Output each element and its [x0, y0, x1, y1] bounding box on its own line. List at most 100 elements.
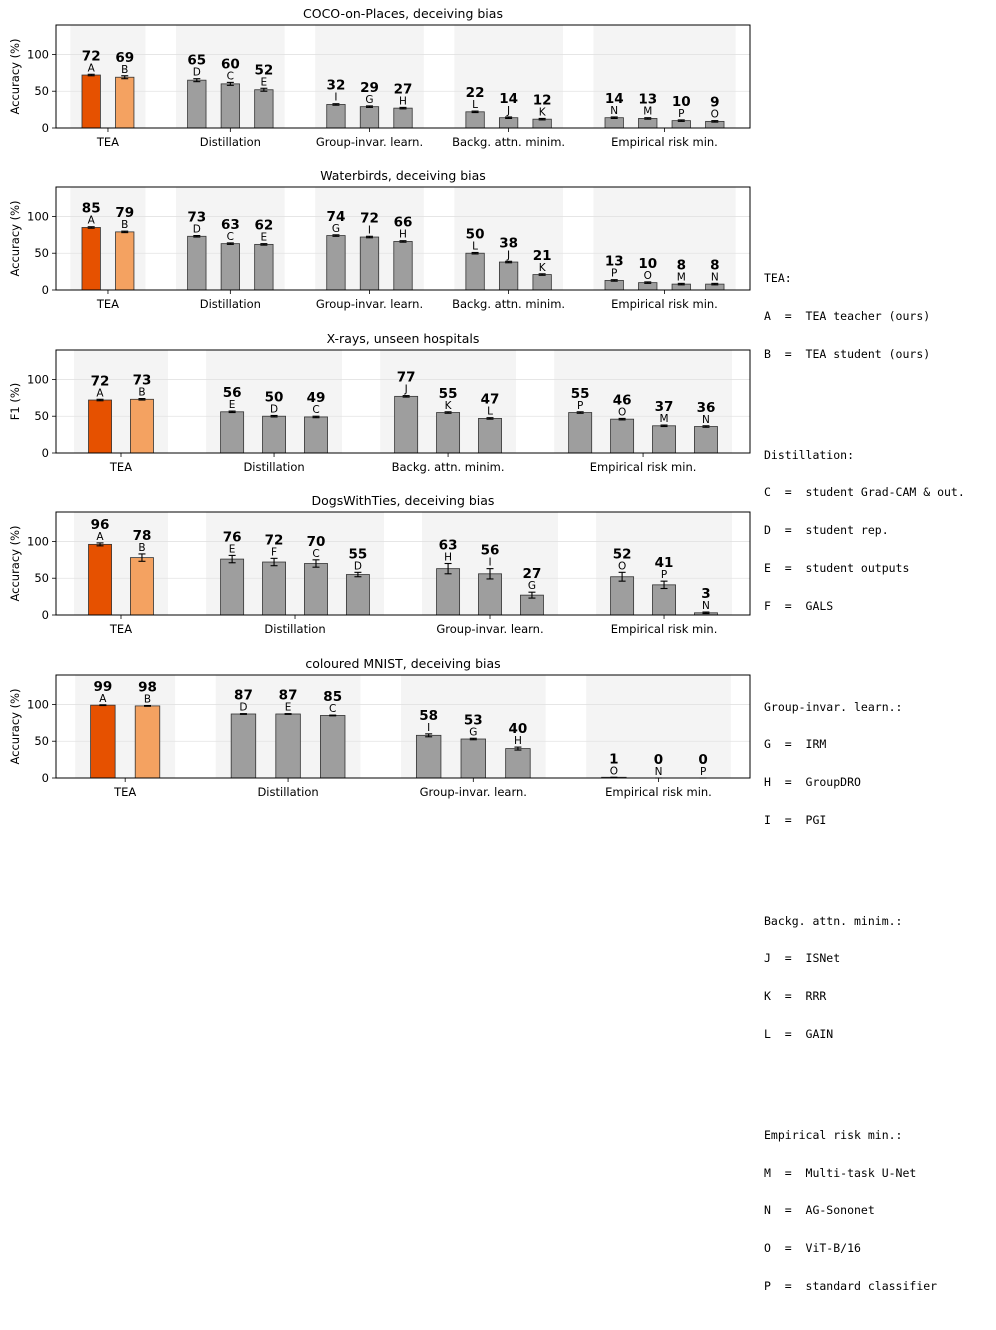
legend-item: N = AG-Sononet: [764, 1204, 965, 1217]
bar: [88, 400, 111, 453]
bar-value-label: 8: [677, 257, 686, 273]
legend-group-distillation: Distillation: C = student Grad-CAM & out…: [764, 424, 965, 638]
bar-value-label: 10: [638, 256, 657, 272]
y-axis-label: F1 (%): [8, 383, 22, 421]
legend-title: TEA:: [764, 272, 965, 285]
y-tick-label: 50: [34, 409, 49, 423]
x-tick-label: Distillation: [257, 785, 318, 799]
y-tick-label: 0: [42, 446, 49, 460]
bar: [611, 577, 634, 615]
bar-value-label: 14: [605, 91, 624, 107]
bar: [653, 585, 676, 615]
bar: [221, 84, 239, 128]
bar: [461, 739, 486, 778]
bar-value-label: 73: [187, 210, 206, 226]
legend-item: I = PGI: [764, 814, 965, 827]
bar-value-label: 3: [701, 586, 710, 602]
y-axis-label: Accuracy (%): [8, 200, 22, 276]
bar-value-label: 56: [481, 543, 500, 559]
legend-title: Backg. attn. minim.:: [764, 915, 965, 928]
legend-title: Empirical risk min.:: [764, 1129, 965, 1142]
bar: [605, 118, 623, 128]
bar: [135, 706, 160, 778]
bar: [569, 413, 592, 453]
bar-value-label: 66: [394, 215, 413, 231]
bar: [263, 562, 286, 615]
bar-value-label: 50: [466, 226, 485, 242]
bar-value-label: 22: [466, 85, 485, 101]
bar: [394, 108, 412, 128]
bar: [639, 118, 657, 128]
bar-value-label: 8: [710, 257, 719, 273]
bar-value-label: 72: [265, 532, 284, 548]
bar-value-label: 32: [327, 78, 346, 94]
bar: [188, 236, 206, 290]
y-tick-label: 0: [42, 771, 49, 785]
x-tick-label: Group-invar. learn.: [316, 297, 423, 311]
bar-value-label: 0: [654, 752, 663, 768]
legend-item: H = GroupDRO: [764, 776, 965, 789]
chart-title: coloured MNIST, deceiving bias: [305, 656, 500, 671]
y-axis-label: Accuracy (%): [8, 525, 22, 601]
bar: [437, 569, 460, 615]
bar-value-label: 47: [481, 392, 500, 408]
bar: [327, 104, 345, 128]
bar-value-label: 53: [464, 712, 483, 728]
bar-value-label: 79: [115, 205, 134, 221]
bar-value-label: 41: [655, 555, 674, 571]
y-tick-label: 100: [27, 209, 49, 223]
bar-value-label: 99: [93, 679, 112, 695]
bar: [231, 714, 256, 778]
legend-item: J = ISNet: [764, 952, 965, 965]
x-tick-label: Distillation: [200, 135, 261, 149]
bar-value-label: 69: [115, 50, 134, 66]
x-tick-label: Backg. attn. minim.: [452, 135, 565, 149]
legend-title: Group-invar. learn.:: [764, 701, 965, 714]
bar: [605, 280, 623, 290]
legend-item: G = IRM: [764, 738, 965, 751]
bar: [82, 75, 100, 128]
bar-value-label: 96: [91, 517, 110, 533]
legend-item: E = student outputs: [764, 562, 965, 575]
bar: [394, 241, 412, 290]
bar-value-label: 55: [571, 386, 590, 402]
bar-value-label: 21: [533, 248, 552, 264]
y-tick-label: 100: [27, 534, 49, 548]
x-tick-label: Distillation: [243, 460, 304, 474]
y-tick-label: 100: [27, 47, 49, 61]
x-tick-label: TEA: [109, 622, 132, 636]
x-tick-label: Backg. attn. minim.: [392, 460, 505, 474]
bar-value-label: 37: [655, 399, 674, 415]
bar-value-label: 40: [509, 721, 528, 737]
legend-item: F = GALS: [764, 600, 965, 613]
legend-group-tea: TEA: A = TEA teacher (ours) B = TEA stud…: [764, 247, 965, 386]
bar-value-label: 56: [223, 385, 242, 401]
bar-value-label: 10: [672, 94, 691, 110]
bar-value-label: 62: [254, 218, 273, 234]
x-tick-label: Distillation: [264, 622, 325, 636]
chart-title: Waterbirds, deceiving bias: [320, 168, 486, 183]
chart-panel: A72B69TEAD65C60E52DistillationI32G29H27G…: [8, 6, 750, 149]
bar-value-label: 63: [439, 538, 458, 554]
x-tick-label: Empirical risk min.: [590, 460, 697, 474]
bar: [82, 227, 100, 290]
bar-value-label: 13: [605, 254, 624, 270]
bar: [533, 275, 551, 290]
legend-item: C = student Grad-CAM & out.: [764, 486, 965, 499]
x-tick-label: Empirical risk min.: [611, 622, 718, 636]
bar: [395, 396, 418, 453]
bar-value-label: 52: [254, 62, 273, 78]
bar-value-label: 72: [82, 48, 101, 64]
bar-value-label: 13: [638, 92, 657, 108]
legend-item: D = student rep.: [764, 524, 965, 537]
chart-title: COCO-on-Places, deceiving bias: [303, 6, 503, 21]
bar-value-label: 73: [133, 373, 152, 389]
bar: [327, 236, 345, 290]
bar: [255, 244, 273, 290]
bar: [437, 413, 460, 453]
chart-title: X-rays, unseen hospitals: [327, 331, 480, 346]
bar-value-label: 78: [133, 528, 152, 544]
bar: [346, 575, 369, 615]
bar-value-label: 70: [307, 534, 326, 550]
bar-value-label: 58: [419, 708, 438, 724]
